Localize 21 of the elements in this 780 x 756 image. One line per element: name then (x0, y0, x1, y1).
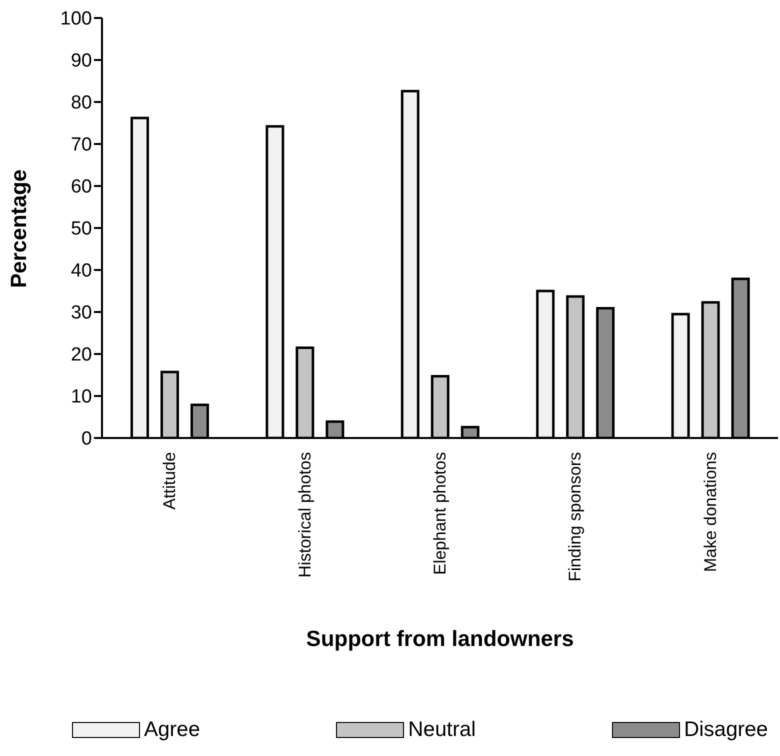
x-tick-label: Attitude (160, 452, 180, 510)
y-axis-title: Percentage (6, 169, 31, 288)
y-tick-label: 20 (70, 344, 92, 366)
y-tick-label: 100 (60, 8, 92, 30)
legend-label: Neutral (407, 718, 476, 742)
y-tick-label: 70 (70, 134, 92, 156)
y-tick-label: 0 (81, 428, 92, 450)
x-axis-title: Support from landowners (306, 626, 574, 651)
y-tick-label: 10 (70, 386, 92, 408)
x-tick-label: Elephant photos (430, 452, 450, 575)
y-tick-label: 90 (70, 50, 92, 72)
x-tick-label: Make donations (700, 452, 720, 572)
y-tick-label: 50 (70, 218, 92, 240)
y-tick-label: 80 (70, 92, 92, 114)
y-tick-label: 40 (70, 260, 92, 282)
y-tick-label: 30 (70, 302, 92, 324)
y-tick-label: 60 (70, 176, 92, 198)
x-tick-label: Finding sponsors (566, 452, 585, 582)
legend-label: Disagree (682, 718, 768, 742)
legend-label: Agree (143, 718, 200, 742)
x-tick-label: Historical photos (295, 452, 314, 578)
